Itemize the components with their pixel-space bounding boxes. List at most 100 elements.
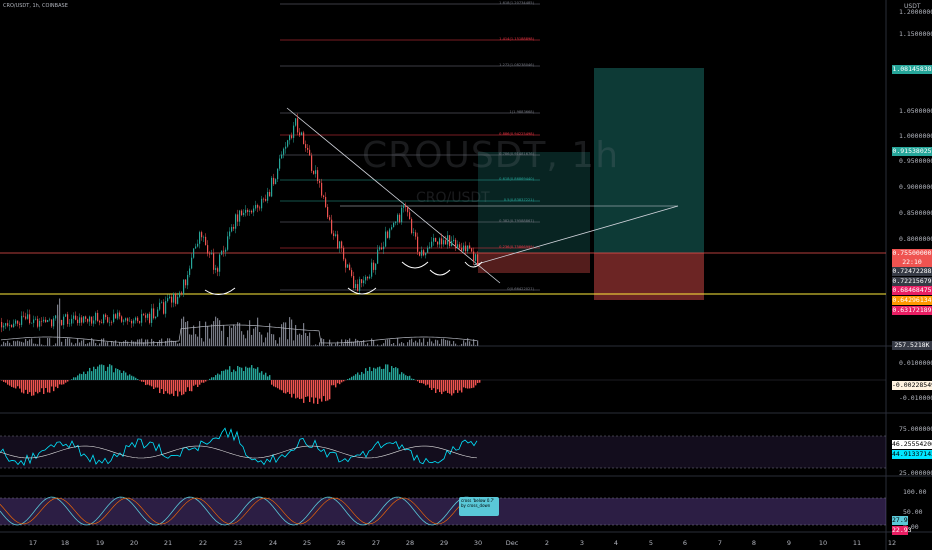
long-profit-zone xyxy=(478,152,590,253)
macd-bar xyxy=(387,364,389,380)
time-tick: 11 xyxy=(852,539,862,547)
volume-bar xyxy=(281,324,283,346)
candle-body xyxy=(445,240,447,245)
macd-bar xyxy=(371,371,373,380)
candle-body xyxy=(223,250,225,252)
volume-bar xyxy=(441,338,443,346)
macd-bar xyxy=(181,380,183,396)
candle-body xyxy=(285,146,287,149)
volume-bar xyxy=(171,340,173,346)
macd-bar xyxy=(469,380,471,389)
macd-bar xyxy=(471,380,473,389)
candle-body xyxy=(305,144,307,148)
macd-bar xyxy=(111,365,113,380)
candle-body xyxy=(75,315,77,320)
volume-bar xyxy=(235,326,237,346)
macd-bar xyxy=(101,364,103,380)
candle-body xyxy=(251,210,253,213)
macd-bar xyxy=(341,380,343,383)
candle-body xyxy=(375,263,377,270)
volume-bar xyxy=(323,339,325,346)
macd-bar xyxy=(129,374,131,380)
time-tick: 19 xyxy=(95,539,105,547)
volume-bar xyxy=(393,342,395,346)
macd-bar xyxy=(43,380,45,394)
macd-bar xyxy=(273,380,275,387)
time-tick: 23 xyxy=(233,539,243,547)
macd-bar xyxy=(367,370,369,380)
macd-bar xyxy=(369,366,371,380)
macd-bar xyxy=(125,372,127,380)
volume-bar xyxy=(351,341,353,346)
macd-bar xyxy=(349,378,351,380)
volume-bar xyxy=(29,339,31,346)
candle-body xyxy=(427,247,429,253)
macd-bar xyxy=(133,376,135,380)
macd-bar xyxy=(189,380,191,392)
candle-body xyxy=(65,314,67,317)
candle-body xyxy=(463,245,465,251)
volume-bar xyxy=(177,343,179,346)
macd-bar xyxy=(463,380,465,388)
macd-bar xyxy=(187,380,189,388)
macd-bar xyxy=(299,380,301,400)
rsi-ma-line xyxy=(0,445,478,459)
candle-body xyxy=(205,236,207,246)
macd-bar xyxy=(203,380,205,383)
candle-body xyxy=(131,320,133,324)
volume-bar xyxy=(303,323,305,346)
macd-bar xyxy=(403,373,405,380)
candlestick-series xyxy=(1,113,479,333)
volume-bar xyxy=(197,336,199,346)
candle-body xyxy=(207,245,209,254)
time-tick: 12 xyxy=(887,539,897,547)
price-tick: 0.85000000 xyxy=(899,209,932,217)
candle-body xyxy=(407,207,409,213)
macd-bar xyxy=(227,369,229,380)
volume-bar xyxy=(31,338,33,346)
macd-bar xyxy=(61,380,63,385)
volume-bar xyxy=(431,341,433,346)
candle-body xyxy=(443,240,445,245)
volume-bar xyxy=(461,343,463,346)
macd-bar xyxy=(389,372,391,380)
volume-bar xyxy=(327,345,329,346)
macd-bar xyxy=(279,380,281,390)
volume-bar xyxy=(337,341,339,346)
volume-bar xyxy=(65,338,67,346)
macd-bar xyxy=(269,375,271,380)
volume-bar xyxy=(253,328,255,346)
volume-bar xyxy=(55,343,57,346)
volume-bar xyxy=(81,340,83,346)
volume-bar xyxy=(241,331,243,346)
macd-bar xyxy=(233,369,235,380)
candle-body xyxy=(29,314,31,324)
volume-bar xyxy=(203,341,205,346)
volume-bar xyxy=(229,326,231,346)
volume-bar xyxy=(269,323,271,346)
macd-bar xyxy=(353,375,355,380)
candle-body xyxy=(277,168,279,180)
macd-bar xyxy=(27,380,29,394)
macd-bar xyxy=(219,374,221,380)
symbol-title[interactable]: CRO/USDT, 1h, COINBASE xyxy=(3,3,68,9)
volume-bar xyxy=(173,340,175,346)
macd-bar xyxy=(355,374,357,380)
volume-bar xyxy=(19,341,21,346)
volume-bar xyxy=(449,340,451,346)
macd-bar xyxy=(243,371,245,380)
fib-label: 1.414(1.15188898) xyxy=(499,37,534,41)
volume-bar xyxy=(255,326,257,346)
alert-tooltip[interactable]: cross 'below 0.7' by cross_down xyxy=(459,497,499,516)
macd-bar xyxy=(429,380,431,388)
candle-body xyxy=(435,237,437,242)
candle-body xyxy=(381,247,383,250)
candle-body xyxy=(471,248,473,252)
candle-body xyxy=(361,279,363,284)
candle-body xyxy=(31,322,33,324)
candle-body xyxy=(439,238,441,245)
candle-body xyxy=(125,318,127,321)
candle-body xyxy=(343,247,345,260)
